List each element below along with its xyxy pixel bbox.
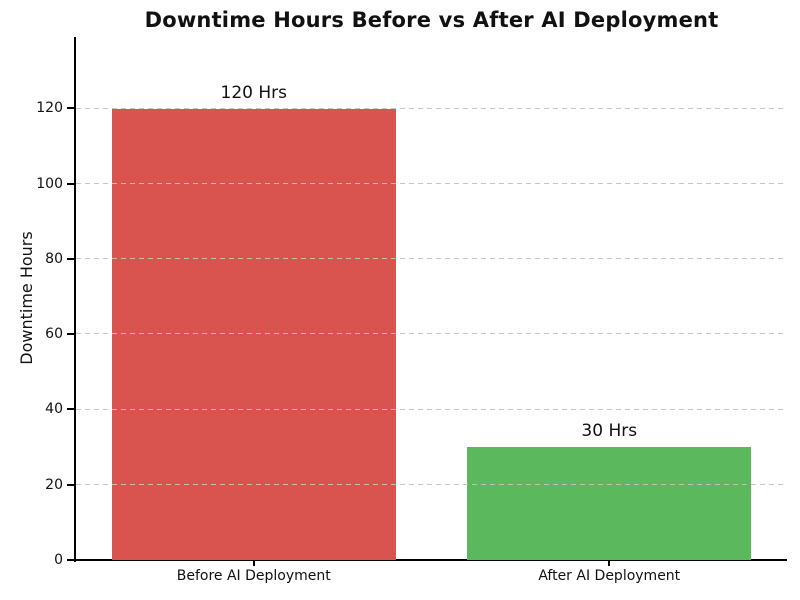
gridline-120 <box>76 107 787 109</box>
x-tick-mark-0 <box>252 561 255 566</box>
x-tick-label-1: After AI Deployment <box>538 568 681 584</box>
y-tick-label-80: 80 <box>45 250 63 267</box>
bar-1 <box>467 447 752 560</box>
y-tick-label-120: 120 <box>36 100 63 117</box>
y-tick-mark-40 <box>67 408 75 411</box>
y-tick-mark-80 <box>67 257 75 260</box>
bar-value-label-1: 30 Hrs <box>581 421 638 442</box>
gridline-60 <box>76 333 787 335</box>
x-tick-mark-1 <box>608 561 611 566</box>
y-tick-mark-100 <box>67 182 75 185</box>
gridline-40 <box>76 408 787 410</box>
chart-title: Downtime Hours Before vs After AI Deploy… <box>144 8 719 32</box>
y-axis-line <box>74 37 76 562</box>
bar-value-label-0: 120 Hrs <box>220 82 287 103</box>
x-tick-label-0: Before AI Deployment <box>176 568 331 584</box>
gridline-20 <box>76 483 787 485</box>
y-tick-mark-60 <box>67 333 75 336</box>
bar-0 <box>111 108 396 560</box>
x-axis-line <box>74 559 787 561</box>
y-axis-label: Downtime Hours <box>17 231 36 365</box>
y-tick-label-100: 100 <box>36 175 63 192</box>
gridline-80 <box>76 258 787 259</box>
y-tick-mark-20 <box>67 483 75 486</box>
y-tick-label-40: 40 <box>45 401 63 418</box>
plot-area: 120 Hrs 30 Hrs <box>76 37 787 560</box>
y-tick-mark-0 <box>67 559 75 561</box>
y-tick-label-60: 60 <box>45 326 63 343</box>
y-tick-label-0: 0 <box>54 552 63 568</box>
y-tick-mark-120 <box>67 107 75 110</box>
gridline-100 <box>76 182 787 184</box>
y-tick-label-20: 20 <box>45 476 63 493</box>
